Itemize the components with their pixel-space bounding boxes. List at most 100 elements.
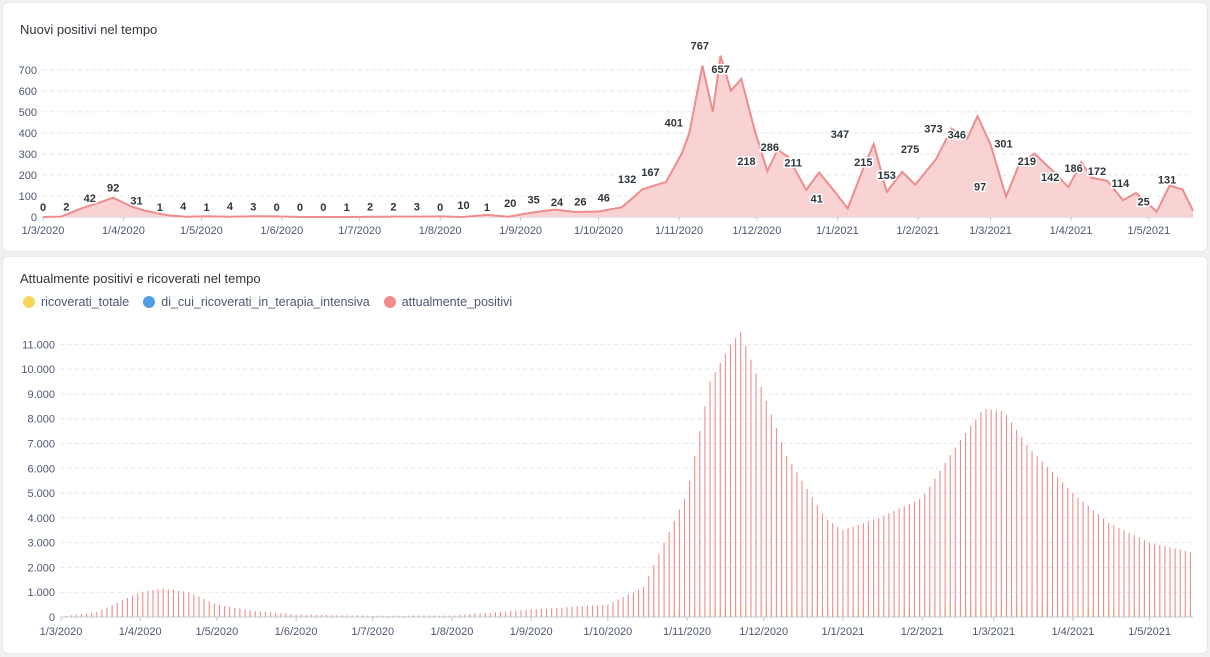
- data-label: 4: [180, 201, 187, 213]
- bar-attualmente_positivi: [607, 604, 609, 617]
- bar-attualmente_positivi: [811, 497, 813, 617]
- bar-attualmente_positivi: [551, 608, 553, 617]
- data-label: 46: [598, 192, 610, 204]
- bar-attualmente_positivi: [86, 613, 88, 617]
- bar-attualmente_positivi: [985, 409, 987, 617]
- bar-attualmente_positivi: [821, 513, 824, 617]
- bar-attualmente_positivi: [888, 513, 890, 617]
- data-label: 2: [367, 202, 373, 214]
- x-tick-label: 1/10/2020: [574, 225, 623, 237]
- bar-attualmente_positivi: [423, 615, 425, 617]
- bar-attualmente_positivi: [745, 345, 747, 617]
- bar-attualmente_positivi: [453, 615, 456, 617]
- data-label: 767: [691, 41, 709, 53]
- bar-attualmente_positivi: [111, 605, 113, 617]
- bar-attualmente_positivi: [208, 601, 210, 617]
- legend-label: ricoverati_totale: [41, 295, 130, 309]
- bar-attualmente_positivi: [1041, 461, 1043, 617]
- legend-item-attualmente-positivi[interactable]: attualmente_positivi: [383, 295, 513, 309]
- bar-attualmente_positivi: [397, 615, 399, 617]
- bar-attualmente_positivi: [438, 615, 440, 617]
- bar-attualmente_positivi: [377, 615, 379, 617]
- bar-attualmente_positivi: [597, 605, 599, 617]
- legend-item-ricoverati-totale[interactable]: ricoverati_totale: [23, 295, 129, 309]
- bar-attualmente_positivi: [919, 499, 921, 617]
- legend-label: attualmente_positivi: [401, 295, 513, 309]
- bar-attualmente_positivi: [643, 587, 645, 617]
- bar-attualmente_positivi: [765, 400, 767, 617]
- bar-attualmente_positivi: [1154, 543, 1156, 617]
- y-tick-label: 100: [19, 191, 37, 203]
- bar-attualmente_positivi: [433, 615, 435, 617]
- bar-attualmente_positivi: [571, 606, 573, 617]
- data-label: 0: [297, 202, 303, 214]
- bar-attualmente_positivi: [959, 440, 962, 617]
- x-tick-label: 1/1/2021: [822, 626, 865, 638]
- legend-item-terapia-intensiva[interactable]: di_cui_ricoverati_in_terapia_intensiva: [143, 295, 370, 309]
- bar-attualmente_positivi: [305, 614, 307, 617]
- legend-dot-icon: [143, 296, 156, 308]
- bar-chart-current-positives[interactable]: 0 1.000 2.000 3.000 4.000 5.000 6.000 7.000 8.00…: [3, 257, 1207, 653]
- y-tick-label: 11.000: [22, 339, 55, 351]
- bar-attualmente_positivi: [356, 615, 358, 617]
- bar-attualmente_positivi: [719, 362, 721, 617]
- bar-attualmente_positivi: [80, 613, 82, 617]
- bar-attualmente_positivi: [137, 593, 139, 617]
- x-tick-label: 1/6/2020: [260, 225, 303, 237]
- bar-attualmente_positivi: [566, 607, 568, 617]
- bar-attualmente_positivi: [1021, 437, 1023, 617]
- bar-attualmente_positivi: [157, 589, 159, 617]
- bar-attualmente_positivi: [847, 528, 849, 617]
- bar-attualmente_positivi: [632, 592, 634, 617]
- bar-attualmente_positivi: [91, 612, 93, 617]
- bar-attualmente_positivi: [474, 613, 476, 617]
- bar-attualmente_positivi: [1036, 456, 1038, 617]
- bar-attualmente_positivi: [167, 589, 169, 617]
- chart-title: Attualmente positivi e ricoverati nel te…: [20, 271, 261, 286]
- bar-attualmente_positivi: [760, 387, 762, 617]
- x-tick-label: 1/5/2021: [1127, 225, 1170, 237]
- y-tick-label: 10.000: [21, 364, 55, 376]
- bar-attualmente_positivi: [183, 591, 185, 617]
- bar-attualmente_positivi: [1077, 497, 1079, 617]
- y-tick-label: 9.000: [27, 389, 55, 401]
- bar-attualmente_positivi: [285, 613, 287, 617]
- bar-attualmente_positivi: [484, 613, 486, 617]
- bar-attualmente_positivi: [280, 613, 282, 617]
- bar-attualmente_positivi: [101, 609, 103, 617]
- bar-attualmente_positivi: [1128, 532, 1130, 617]
- series-attualmente_positivi: [60, 332, 1191, 618]
- bar-attualmente_positivi: [494, 612, 496, 617]
- data-label: 215: [854, 157, 872, 169]
- x-tick-label: 1/7/2020: [351, 626, 394, 638]
- data-label: 0: [437, 202, 443, 214]
- bar-attualmente_positivi: [1051, 472, 1054, 617]
- bar-attualmente_positivi: [1143, 540, 1145, 617]
- bar-attualmente_positivi: [683, 498, 686, 617]
- y-tick-label: 2.000: [27, 562, 55, 574]
- x-tick-label: 1/11/2020: [655, 225, 703, 237]
- y-tick-label: 300: [19, 149, 37, 161]
- bar-attualmente_positivi: [699, 431, 701, 617]
- bar-attualmente_positivi: [1184, 550, 1186, 617]
- bar-attualmente_positivi: [264, 611, 266, 617]
- data-label: 167: [641, 167, 659, 179]
- bar-attualmente_positivi: [479, 613, 481, 617]
- x-tick-label: 1/12/2020: [732, 225, 781, 237]
- bar-attualmente_positivi: [469, 614, 471, 617]
- bar-attualmente_positivi: [1097, 514, 1099, 617]
- bar-attualmente_positivi: [837, 526, 839, 617]
- bar-attualmente_positivi: [878, 517, 880, 617]
- bar-attualmente_positivi: [1138, 537, 1140, 617]
- y-tick-label: 0: [49, 612, 55, 624]
- data-label: 286: [761, 142, 779, 154]
- bar-attualmente_positivi: [275, 612, 277, 617]
- bar-attualmente_positivi: [525, 609, 527, 617]
- bar-attualmente_positivi: [637, 589, 640, 617]
- bar-attualmente_positivi: [755, 373, 757, 617]
- data-label: 1: [484, 202, 490, 214]
- bar-attualmente_positivi: [351, 615, 353, 617]
- chart-card-new-positives: Nuovi positivi nel tempo 0 100 200 300 400 50…: [2, 2, 1208, 252]
- x-tick-label: 1/2/2021: [896, 225, 939, 237]
